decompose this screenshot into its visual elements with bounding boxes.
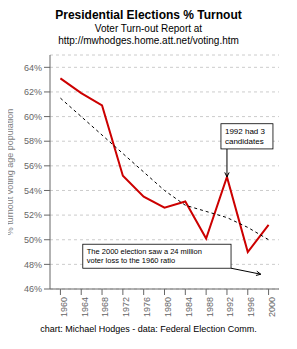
svg-text:candidates: candidates bbox=[225, 137, 264, 146]
html-text:chart: Michael Hodges - data:: chart: Michael Hodges - data: Federal El… bbox=[40, 324, 257, 334]
svg-text:1968: 1968 bbox=[100, 297, 110, 317]
svg-text:voter loss to the 1960 ratio: voter loss to the 1960 ratio bbox=[87, 256, 175, 265]
html-text:Voter Turn-out Report at: Voter Turn-out Report at bbox=[94, 23, 203, 34]
svg-text:1972: 1972 bbox=[121, 297, 131, 317]
svg-text:54%: 54% bbox=[24, 186, 42, 196]
html-text:Presidential Elections % Turno: Presidential Elections % Turnout bbox=[55, 8, 242, 22]
svg-text:64%: 64% bbox=[24, 63, 42, 73]
svg-text:% turnout voting age populatio: % turnout voting age population bbox=[8, 109, 15, 236]
svg-text:1988: 1988 bbox=[205, 297, 215, 317]
svg-text:1960: 1960 bbox=[59, 297, 69, 317]
svg-text:1992 had 3: 1992 had 3 bbox=[225, 127, 266, 136]
svg-text:48%: 48% bbox=[24, 260, 42, 270]
svg-text:1996: 1996 bbox=[246, 297, 256, 317]
svg-text:1984: 1984 bbox=[184, 297, 194, 317]
svg-text:52%: 52% bbox=[24, 210, 42, 220]
svg-text:1976: 1976 bbox=[142, 297, 152, 317]
svg-text:The 2000 election saw a 24 mil: The 2000 election saw a 24 million bbox=[87, 247, 202, 256]
svg-text:2000: 2000 bbox=[267, 297, 277, 317]
svg-text:60%: 60% bbox=[24, 112, 42, 122]
svg-text:46%: 46% bbox=[24, 284, 42, 294]
svg-text:56%: 56% bbox=[24, 161, 42, 171]
svg-text:58%: 58% bbox=[24, 136, 42, 146]
svg-text:50%: 50% bbox=[24, 235, 42, 245]
html-text:http://mwhodges.home.att.net/v: http://mwhodges.home.att.net/voting.htm bbox=[58, 35, 239, 46]
svg-text:1992: 1992 bbox=[225, 297, 235, 317]
svg-text:62%: 62% bbox=[24, 87, 42, 97]
svg-text:1980: 1980 bbox=[163, 297, 173, 317]
svg-text:1964: 1964 bbox=[80, 297, 90, 317]
